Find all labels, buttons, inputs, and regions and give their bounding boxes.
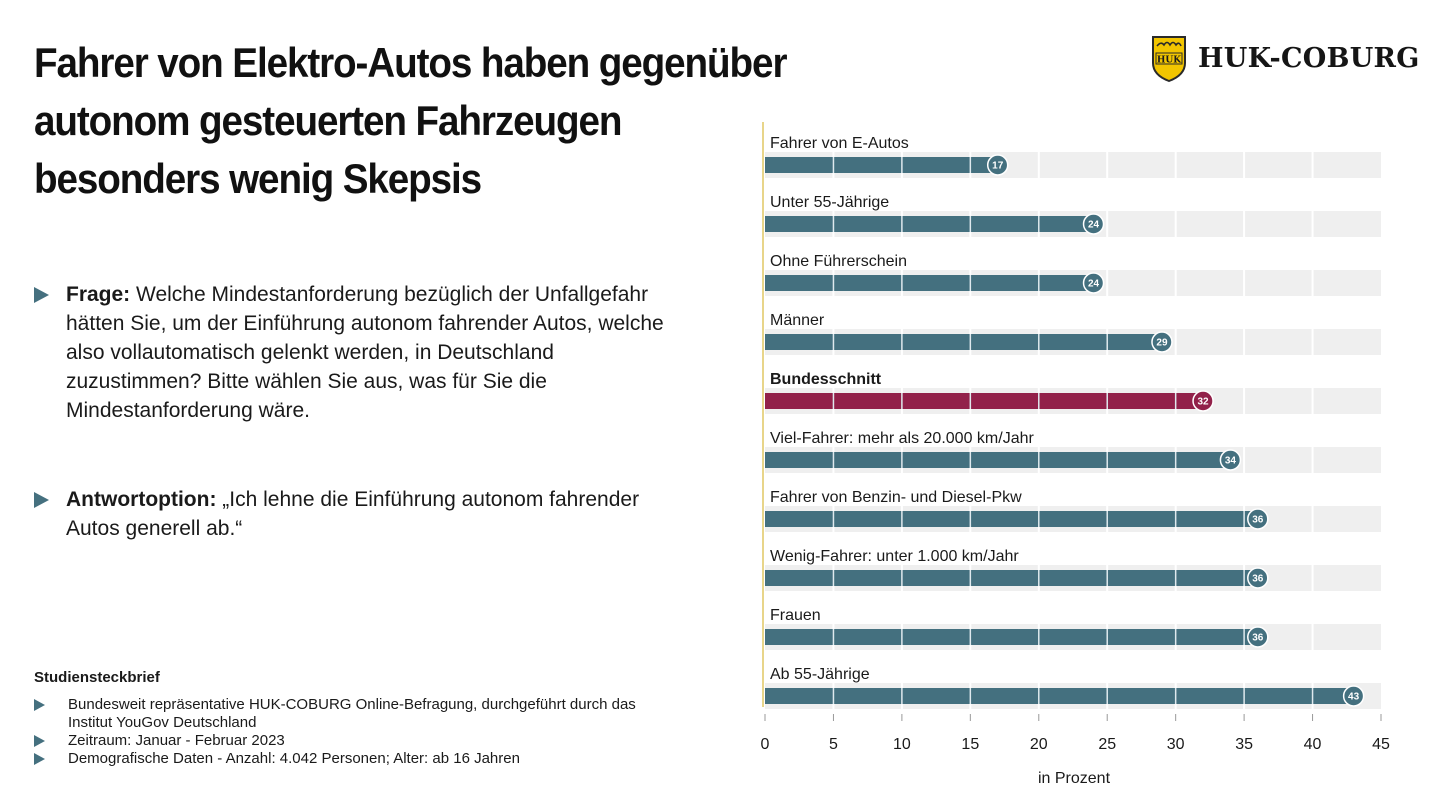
value-badge (1247, 508, 1269, 530)
bar (765, 393, 1204, 409)
x-tick-label: 40 (1304, 736, 1322, 753)
triangle-right-icon (34, 735, 45, 747)
data-label: 32 (1197, 397, 1209, 408)
value-badge (986, 154, 1009, 176)
bar (765, 688, 1354, 704)
study-item-text: Zeitraum: Januar - Februar 2023 (68, 732, 285, 749)
data-label: 36 (1252, 574, 1264, 585)
value-badge (1247, 626, 1269, 648)
answer-bullet: Antwortoption: „Ich lehne die Einführung… (34, 485, 674, 543)
category-label: Ohne Führerschein (770, 253, 907, 270)
data-label: 36 (1252, 633, 1264, 644)
bar (765, 452, 1231, 468)
x-tick-label: 45 (1372, 736, 1390, 753)
question-section: Frage: Welche Mindestanforderung bezügli… (34, 280, 674, 543)
bar (765, 570, 1258, 586)
bar (765, 275, 1094, 291)
category-label: Bundesschnitt (770, 371, 882, 388)
category-label: Fahrer von E-Autos (770, 135, 909, 152)
triangle-right-icon (34, 492, 49, 508)
category-label: Frauen (770, 607, 821, 624)
data-label: 17 (992, 161, 1004, 172)
x-axis-title: in Prozent (1038, 770, 1111, 787)
title-line: besonders wenig Skepsis (34, 155, 482, 202)
category-label: Unter 55-Jährige (770, 194, 889, 211)
study-item: Demografische Daten - Anzahl: 4.042 Pers… (34, 750, 674, 768)
study-item-text: Bundesweit repräsentative HUK-COBURG Onl… (68, 696, 636, 731)
category-label: Fahrer von Benzin- und Diesel-Pkw (770, 489, 1022, 506)
x-tick-label: 10 (893, 736, 911, 753)
data-label: 34 (1225, 456, 1237, 467)
value-badge (1219, 449, 1242, 471)
question-body: Welche Mindestanforderung bezüglich der … (66, 283, 664, 422)
title-line: autonom gesteuerten Fahrzeugen (34, 97, 622, 144)
triangle-right-icon (34, 699, 45, 711)
bar (765, 334, 1162, 350)
study-item: Bundesweit repräsentative HUK-COBURG Onl… (34, 696, 674, 732)
shield-icon: HUK (1152, 36, 1186, 83)
answer-body: „Ich lehne die Einführung autonom fahren… (66, 488, 640, 540)
question-text: Frage: Welche Mindestanforderung bezügli… (66, 280, 674, 425)
value-badge (1247, 567, 1269, 589)
bar (765, 157, 998, 173)
question-bullet: Frage: Welche Mindestanforderung bezügli… (34, 280, 674, 425)
title-line: Fahrer von Elektro-Autos haben gegenüber (34, 39, 787, 86)
x-tick-label: 25 (1098, 736, 1116, 753)
study-title: Studiensteckbrief (34, 669, 160, 686)
data-label: 43 (1348, 692, 1360, 703)
huk-coburg-logo: HUK HUK-COBURG (1150, 33, 1420, 83)
value-badge (1151, 331, 1173, 353)
bar (765, 216, 1094, 232)
data-label: 36 (1252, 515, 1264, 526)
x-tick-label: 0 (761, 736, 770, 753)
data-label: 24 (1088, 279, 1100, 290)
x-tick-label: 30 (1167, 736, 1185, 753)
study-info: Studiensteckbrief Bundesweit repräsentat… (34, 668, 674, 768)
x-tick-label: 15 (961, 736, 979, 753)
triangle-right-icon (34, 753, 45, 765)
data-label: 24 (1088, 220, 1100, 231)
data-label: 29 (1156, 338, 1168, 349)
x-tick-label: 20 (1030, 736, 1048, 753)
x-tick-label: 35 (1235, 736, 1253, 753)
value-badge (1342, 685, 1365, 707)
answer-text: Antwortoption: „Ich lehne die Einführung… (66, 485, 674, 543)
page-title: Fahrer von Elektro-Autos haben gegenüber… (34, 34, 825, 208)
value-badge (1192, 390, 1214, 412)
triangle-right-icon (34, 287, 49, 303)
category-label: Viel-Fahrer: mehr als 20.000 km/Jahr (770, 430, 1034, 447)
value-badge (1082, 213, 1105, 235)
study-item-text: Demografische Daten - Anzahl: 4.042 Pers… (68, 750, 520, 767)
category-label: Ab 55-Jährige (770, 666, 870, 683)
logo-badge-text: HUK (1157, 56, 1182, 66)
bar (765, 629, 1258, 645)
category-label: Wenig-Fahrer: unter 1.000 km/Jahr (770, 548, 1019, 565)
question-label: Frage: (66, 283, 131, 306)
study-item: Zeitraum: Januar - Februar 2023 (34, 732, 674, 750)
answer-label: Antwortoption: (66, 488, 217, 511)
category-label: Männer (770, 312, 825, 329)
value-badge (1082, 272, 1105, 294)
bar (765, 511, 1258, 527)
x-tick-label: 5 (829, 736, 838, 753)
logo-text: HUK-COBURG (1198, 42, 1420, 74)
